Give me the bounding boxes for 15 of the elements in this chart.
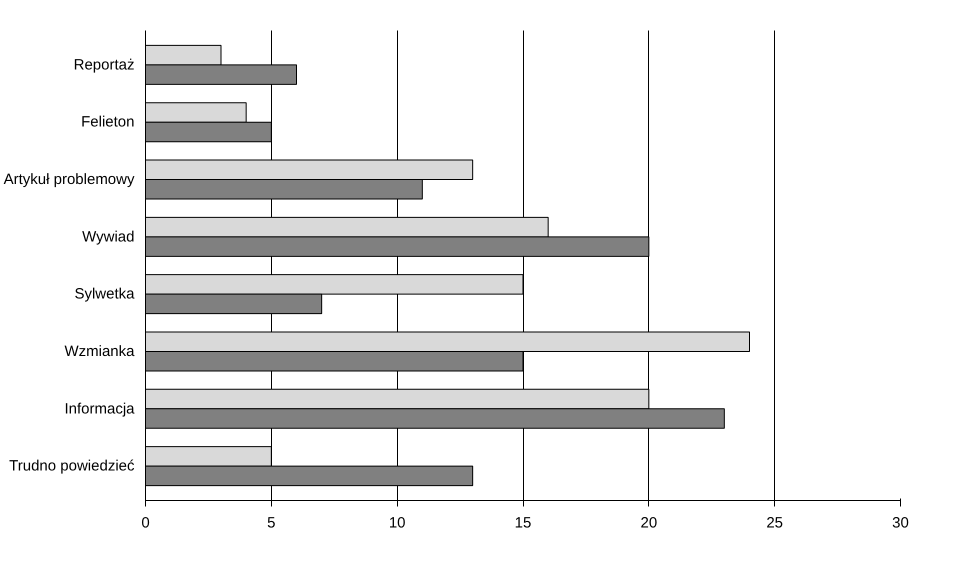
x-tick-label: 5 [267,514,276,532]
x-tick-label: 15 [514,514,532,532]
y-tick-label: Trudno powiedzieć [9,458,135,475]
x-tick-label: 10 [388,514,406,532]
x-tick-label: 30 [892,514,909,532]
y-tick-label: Artykuł problemowy [4,171,135,188]
x-tick-label: 0 [141,514,150,532]
y-tick-label: Wywiad [82,228,135,246]
y-tick-label: Sylwetka [74,286,136,303]
x-tick-label: 20 [640,514,658,532]
y-tick-label: Informacja [64,400,136,418]
y-tick-label: Wzmianka [64,342,136,360]
y-tick-label: Reportaż [74,56,135,74]
x-tick-label: 25 [766,514,784,532]
y-tick-label: Felieton [81,114,135,131]
